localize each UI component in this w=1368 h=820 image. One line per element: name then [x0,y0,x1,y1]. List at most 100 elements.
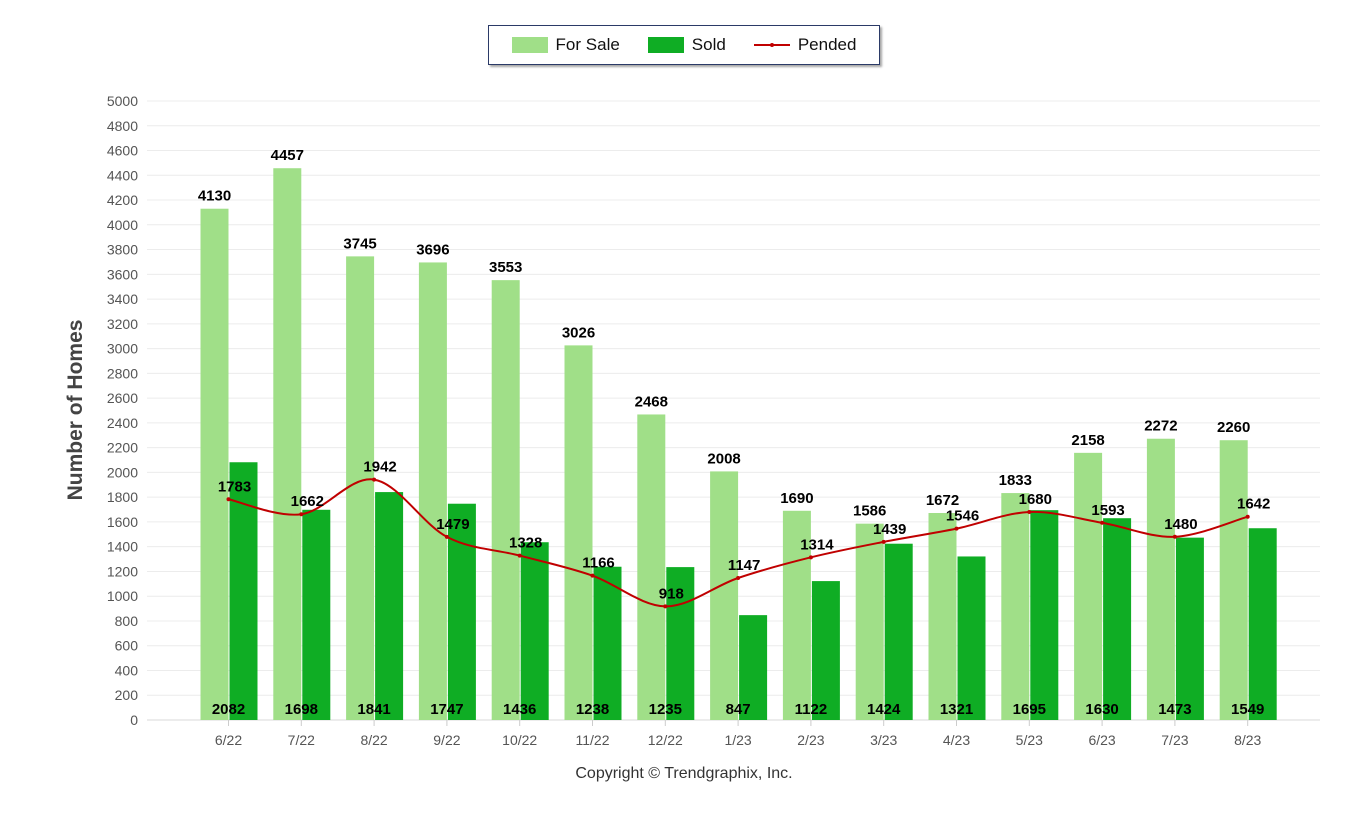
y-tick-label: 4600 [107,143,138,159]
sold-bar [375,492,404,720]
sold-bar [447,503,476,720]
for-sale-data-label: 1833 [999,472,1032,489]
sold-bar [520,542,549,720]
pended-data-label: 1480 [1164,516,1197,533]
pended-point [954,526,959,531]
sold-bar [229,462,258,720]
y-tick-label: 1200 [107,563,138,579]
for-sale-data-label: 3696 [416,241,449,258]
x-tick-label: 7/22 [288,732,315,748]
pended-point [1027,510,1032,515]
sold-bar [593,566,622,720]
for-sale-bar [1074,452,1103,720]
for-sale-data-label: 2008 [707,450,740,467]
x-tick-label: 8/23 [1234,732,1261,748]
sold-data-label: 1630 [1085,701,1118,718]
x-tick-label: 3/23 [870,732,897,748]
for-sale-data-label: 1690 [780,490,813,507]
pended-data-label: 1328 [509,535,542,552]
y-tick-label: 1600 [107,514,138,530]
sold-data-label: 1549 [1231,701,1264,718]
y-tick-label: 800 [115,613,139,629]
y-axis: 0 200 400 600 800 1000 1200 1400 1600 1800 2000 220… [107,93,138,728]
y-axis-title: Number of Homes [64,319,87,501]
sold-bar [666,567,695,720]
for-sale-bar [1001,493,1030,720]
y-tick-label: 3600 [107,266,138,282]
x-tick-label: 11/22 [576,732,610,748]
for-sale-bar [418,262,447,720]
sold-data-label: 1473 [1158,701,1191,718]
pended-point [881,539,886,544]
y-tick-label: 1400 [107,539,138,555]
sold-bar [1175,537,1204,720]
x-tick-label: 7/23 [1161,732,1188,748]
x-axis: 6/22 7/22 8/22 9/22 10/22 11/22 12/22 1/23 2/23 3… [215,720,1262,748]
legend-label-for-sale: For Sale [555,35,620,54]
for-sale-swatch [511,37,548,53]
pended-point [444,534,449,539]
for-sale-data-label: 2260 [1217,419,1250,436]
for-sale-bar [564,345,593,720]
pended-data-label: 1546 [946,508,979,525]
for-sale-bar [855,523,884,720]
y-tick-label: 4800 [107,118,138,134]
y-tick-label: 0 [130,712,138,728]
for-sale-data-label: 1672 [926,492,959,509]
y-tick-label: 600 [115,638,139,654]
sold-bar [1248,528,1277,720]
y-tick-label: 3200 [107,316,138,332]
pended-point [372,477,377,482]
sold-data-label: 1436 [503,701,536,718]
pended-data-label: 1783 [218,478,251,495]
y-tick-label: 2800 [107,365,138,381]
sold-data-label: 1695 [1013,701,1046,718]
pended-point [736,576,741,581]
for-sale-data-label: 2468 [635,393,668,410]
for-sale-data-label: 4457 [271,147,304,164]
pended-data-label: 1642 [1237,496,1270,513]
for-sale-data-label: 3745 [343,235,376,252]
pended-line-path [228,478,1248,608]
sold-bar [957,556,986,720]
pended-point [226,497,231,502]
y-tick-label: 1000 [107,588,138,604]
sold-bar [884,543,913,720]
y-tick-label: 3000 [107,341,138,357]
legend-label-pended: Pended [797,35,857,54]
sold-bar [1103,518,1132,720]
x-tick-label: 4/23 [943,732,970,748]
copyright: Copyright © Trendgraphix, Inc. [575,765,793,782]
legend-item-pended[interactable]: Pended [753,35,857,55]
sold-bar [1030,510,1059,720]
sold-data-label: 2082 [212,701,245,718]
pended-data-label: 918 [659,585,684,602]
y-tick-label: 400 [115,662,139,678]
gridlines [147,100,1320,721]
x-tick-label: 9/22 [433,732,460,748]
sold-bar [811,581,840,720]
y-tick-label: 4000 [107,217,138,233]
legend-item-sold[interactable]: Sold [647,35,726,55]
sold-data-label: 847 [726,701,751,718]
pended-point [663,604,668,609]
for-sale-bar [1146,438,1175,720]
pended-line [226,477,1250,609]
pended-data-label: 1147 [728,557,761,574]
bars [200,168,1277,721]
y-tick-label: 3400 [107,291,138,307]
pended-point [808,555,813,560]
for-sale-data-label: 1586 [853,503,886,520]
y-tick-label: 5000 [107,93,138,109]
pended-data-label: 1439 [873,521,906,538]
sold-data-label: 1321 [940,701,973,718]
pended-point [1245,514,1250,519]
pended-point [1172,534,1177,539]
y-tick-label: 3800 [107,242,138,258]
y-tick-label: 1800 [107,489,138,505]
legend-item-for-sale[interactable]: For Sale [511,35,620,55]
for-sale-bar [273,168,302,721]
y-tick-label: 2400 [107,415,138,431]
data-labels: 4130 2082 1783 4457 1698 1662 3745 1841 1942 3696… [198,147,1271,718]
